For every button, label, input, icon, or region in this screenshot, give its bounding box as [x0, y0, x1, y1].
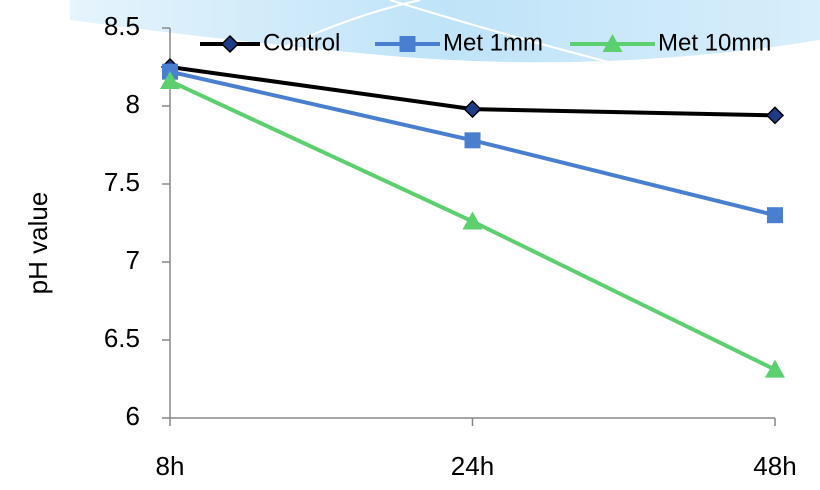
legend-marker — [220, 34, 240, 54]
legend-marker — [399, 36, 416, 52]
y-axis-label: pH value — [23, 192, 53, 295]
y-tick-label: 8.5 — [104, 11, 140, 41]
data-point — [160, 71, 180, 90]
x-tick-label: 48h — [753, 451, 796, 481]
data-point — [765, 359, 785, 378]
y-tick-label: 7 — [126, 245, 140, 275]
legend-marker — [602, 34, 623, 52]
x-tick-label: 8h — [156, 451, 185, 481]
y-tick-label: 6.5 — [104, 323, 140, 353]
data-point — [767, 207, 783, 224]
y-tick-label: 8 — [126, 89, 140, 119]
data-point — [462, 211, 483, 230]
background-wave — [70, 0, 820, 63]
legend-label: Met 1mm — [443, 29, 543, 56]
legend-label: Control — [263, 29, 340, 56]
y-tick-label: 7.5 — [104, 167, 140, 197]
legend-label: Met 10mm — [658, 29, 771, 56]
background-wave-line — [239, 0, 641, 71]
data-point — [463, 100, 482, 119]
y-tick-label: 6 — [126, 401, 140, 431]
data-point — [464, 132, 481, 149]
x-tick-label: 24h — [451, 451, 494, 481]
data-point — [765, 106, 785, 125]
